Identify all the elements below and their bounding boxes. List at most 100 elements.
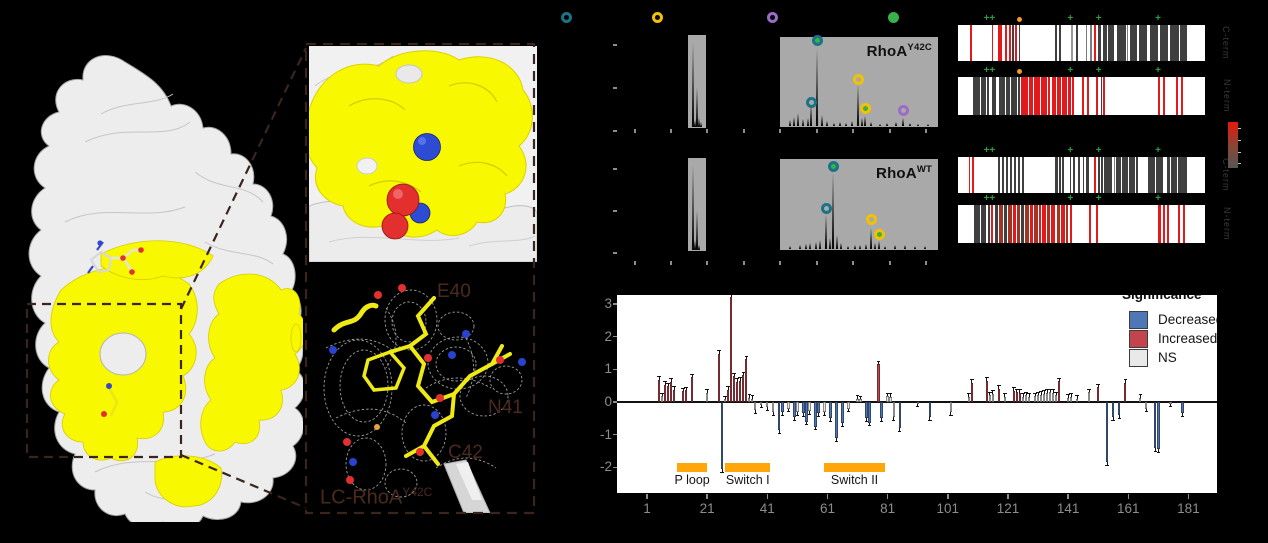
mutation-plus-icon: + [1155,193,1161,204]
y-tick-label: 3 [604,295,612,311]
error-cap [1021,393,1025,395]
residue-bar [1157,402,1160,450]
error-cap [1138,394,1143,396]
modification-line [1162,205,1165,243]
error-whisker [1022,394,1024,398]
modification-line [973,205,980,243]
mutation-plus-icon: + [989,193,996,204]
residue-bar [1036,395,1040,402]
modification-line [1078,157,1080,193]
residue-bar [706,392,709,402]
residue-bar [841,402,844,424]
modification-line [1097,157,1100,193]
mutation-plus-icon: + [1067,13,1074,24]
error-whisker [971,380,973,384]
residue-bar [829,402,832,419]
error-whisker [685,387,687,391]
residue-bar [1169,402,1172,404]
modification-line [1158,205,1161,243]
error-cap [1003,393,1007,395]
residue-bar [766,402,769,407]
binding-pocket [99,332,147,376]
modification-line [1003,205,1007,243]
legend-label-N: NS [1158,350,1177,365]
error-cap [1069,393,1073,395]
error-cap [1075,395,1079,397]
y-tick-label: -1 [599,426,612,442]
error-cap [759,407,764,409]
modified-site-dot-icon [1016,17,1022,22]
error-whisker [817,413,819,417]
error-whisker [760,404,762,408]
error-cap [705,389,709,391]
x-tick [886,494,889,499]
residue-bar [1051,392,1055,402]
ms-panel-label: RhoAY42C [866,42,932,60]
error-whisker [986,377,988,381]
error-cap [1039,391,1043,393]
error-cap [807,413,812,415]
x-tick [1187,494,1190,499]
modification-line [1177,205,1181,243]
error-whisker [751,395,753,399]
error-cap [876,360,881,362]
residue-bar [724,399,727,402]
error-cap [1045,389,1049,391]
residue-bar [1027,397,1031,402]
error-whisker [950,411,952,415]
error-cap [855,395,860,397]
modification-line [1166,205,1170,243]
error-cap [816,416,821,418]
modification-line [1159,25,1169,61]
residue-bar [1069,397,1073,402]
error-cap [997,385,1001,387]
modification-line [1113,157,1116,193]
legend-label-I: Increased [1158,331,1217,346]
modification-line [1065,205,1068,243]
y-tick [612,335,617,338]
residue-label-n41: N41 [488,397,523,418]
modification-line [1020,77,1028,115]
adduct-marker-teal-icon [560,11,572,23]
mutation-plus-icon: + [1095,193,1102,204]
error-whisker [842,423,844,427]
barcode-axis-label: N-term [1222,79,1232,113]
residue-bar [730,297,733,402]
ms-band-peaks [688,42,706,127]
error-cap [1117,417,1121,419]
error-cap [663,381,667,383]
error-cap [834,440,839,442]
modification-line [1010,77,1018,115]
error-whisker [805,421,807,425]
modification-line [998,157,1000,193]
x-tick [1007,494,1009,499]
error-whisker [860,396,862,400]
residue-bar [739,380,742,402]
residue-bar [1145,402,1148,409]
error-cap [786,411,791,413]
barcode-axis-label: C-term [1221,26,1231,60]
barcode-panel-n-term-1 [958,77,1205,115]
residue-bar [877,364,880,402]
residue-bar [1015,392,1019,402]
residue-bar [847,402,850,409]
surface-closeup-panel [309,46,537,262]
modification-line [1104,157,1113,193]
protein-surface-overview [28,55,303,522]
ms-x-tick [706,261,708,265]
modification-line [1158,77,1161,115]
residue-bar [733,376,736,402]
error-cap [1153,450,1158,452]
error-cap [717,350,721,351]
ms-inset-panel [780,159,938,250]
x-tick-label: 1 [643,501,651,516]
error-cap [867,425,872,427]
error-cap [723,395,727,397]
error-whisker [772,411,774,415]
residue-bar [1054,395,1058,402]
residue-bar [814,402,817,427]
error-cap [732,372,736,374]
error-whisker [724,396,726,400]
error-whisker [739,377,741,381]
residue-bar [660,396,664,402]
